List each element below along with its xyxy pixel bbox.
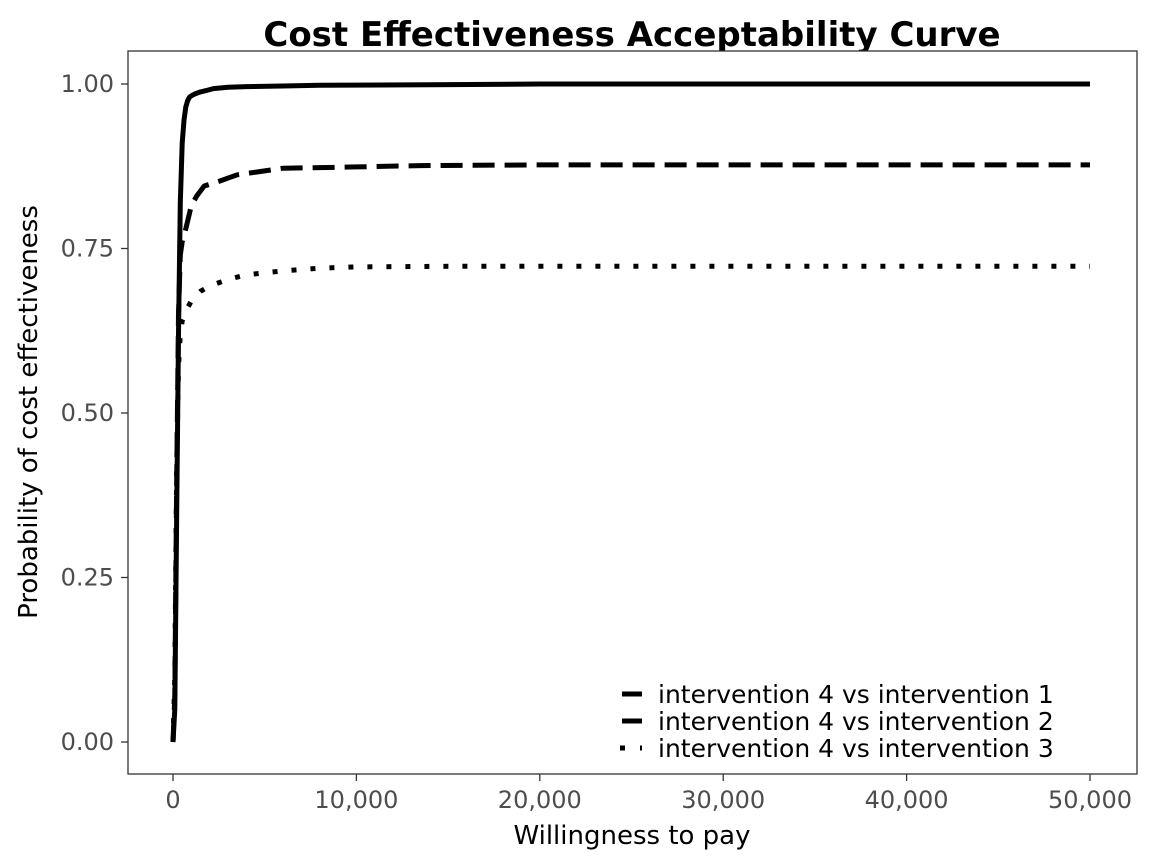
x-tick-label: 50,000 [1048,786,1132,814]
chart-title: Cost Effectiveness Acceptability Curve [263,15,1000,55]
series-layer [170,81,1090,743]
y-tick-label: 0.00 [61,728,114,756]
x-tick-label: 20,000 [498,786,582,814]
plot-panel-border [127,50,1138,775]
y-axis-title: Probability of cost effectiveness [14,205,44,619]
x-tick-label: 0 [165,786,180,814]
x-tick-label: 30,000 [681,786,765,814]
legend-label-3: intervention 4 vs intervention 3 [658,734,1054,763]
legend-label-2: intervention 4 vs intervention 2 [658,707,1054,736]
y-tick-label: 0.25 [61,564,114,592]
series-line-1 [170,81,1090,743]
y-tick-label: 0.50 [61,399,114,427]
legend: intervention 4 vs intervention 1interven… [620,680,1054,763]
y-tick-label: 0.75 [61,235,114,263]
x-axis-title: Willingness to pay [513,821,750,851]
x-tick-label: 10,000 [314,786,398,814]
x-tick-label: 40,000 [865,786,949,814]
series-line-2 [170,162,1090,743]
legend-label-1: intervention 4 vs intervention 1 [658,680,1054,709]
y-axis: 0.00 0.25 0.50 0.75 1.00 [61,70,128,756]
x-axis: 0 10,000 20,000 30,000 40,000 50,000 [165,774,1132,814]
series-line-3 [170,263,1090,743]
y-tick-label: 1.00 [61,70,114,98]
